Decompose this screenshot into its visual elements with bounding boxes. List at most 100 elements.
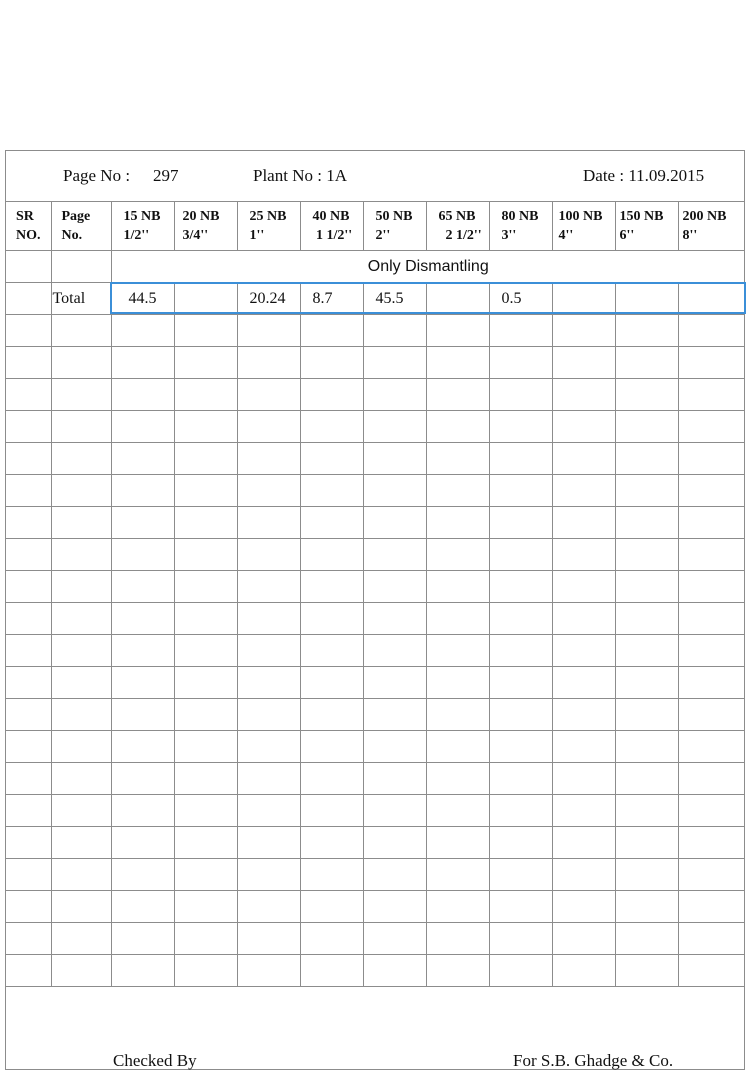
total-value-cell[interactable] bbox=[173, 282, 238, 315]
table-cell[interactable] bbox=[551, 762, 616, 795]
table-cell[interactable] bbox=[614, 602, 679, 635]
table-cell[interactable] bbox=[677, 762, 745, 795]
table-cell[interactable] bbox=[614, 666, 679, 699]
table-cell[interactable] bbox=[299, 762, 364, 795]
table-cell[interactable] bbox=[551, 858, 616, 891]
table-cell[interactable] bbox=[551, 410, 616, 443]
table-cell[interactable] bbox=[236, 378, 301, 411]
table-cell[interactable] bbox=[488, 922, 553, 955]
table-cell[interactable] bbox=[614, 858, 679, 891]
table-cell[interactable] bbox=[6, 762, 52, 795]
table-cell[interactable] bbox=[425, 314, 490, 347]
table-cell[interactable] bbox=[173, 858, 238, 891]
table-cell[interactable] bbox=[488, 826, 553, 859]
table-cell[interactable] bbox=[236, 538, 301, 571]
table-cell[interactable] bbox=[173, 890, 238, 923]
table-cell[interactable] bbox=[173, 570, 238, 603]
table-cell[interactable] bbox=[110, 314, 175, 347]
table-cell[interactable] bbox=[677, 826, 745, 859]
table-cell[interactable] bbox=[173, 346, 238, 379]
table-cell[interactable] bbox=[362, 826, 427, 859]
table-cell[interactable] bbox=[425, 890, 490, 923]
table-cell[interactable] bbox=[551, 698, 616, 731]
table-cell[interactable] bbox=[614, 314, 679, 347]
table-cell[interactable] bbox=[236, 698, 301, 731]
table-cell[interactable] bbox=[50, 858, 112, 891]
table-cell[interactable] bbox=[677, 602, 745, 635]
table-cell[interactable] bbox=[173, 954, 238, 987]
table-cell[interactable] bbox=[173, 698, 238, 731]
table-cell[interactable] bbox=[614, 410, 679, 443]
table-cell[interactable] bbox=[677, 858, 745, 891]
table-cell[interactable] bbox=[110, 346, 175, 379]
table-cell[interactable] bbox=[425, 346, 490, 379]
table-cell[interactable] bbox=[173, 378, 238, 411]
table-cell[interactable] bbox=[677, 378, 745, 411]
table-cell[interactable] bbox=[488, 474, 553, 507]
table-cell[interactable] bbox=[614, 762, 679, 795]
table-cell[interactable] bbox=[6, 954, 52, 987]
table-cell[interactable] bbox=[425, 666, 490, 699]
table-cell[interactable] bbox=[488, 378, 553, 411]
table-cell[interactable] bbox=[6, 442, 52, 475]
table-cell[interactable] bbox=[236, 954, 301, 987]
table-cell[interactable] bbox=[50, 474, 112, 507]
total-value-cell[interactable]: 20.24 bbox=[236, 282, 301, 315]
table-cell[interactable] bbox=[299, 634, 364, 667]
table-cell[interactable] bbox=[6, 826, 52, 859]
table-cell[interactable] bbox=[299, 826, 364, 859]
table-cell[interactable] bbox=[362, 538, 427, 571]
table-cell[interactable] bbox=[362, 954, 427, 987]
table-cell[interactable] bbox=[551, 474, 616, 507]
table-cell[interactable] bbox=[50, 698, 112, 731]
total-value-cell[interactable] bbox=[614, 282, 679, 315]
table-cell[interactable] bbox=[488, 314, 553, 347]
table-cell[interactable] bbox=[173, 442, 238, 475]
table-cell[interactable] bbox=[677, 730, 745, 763]
total-value-cell[interactable]: 8.7 bbox=[299, 282, 364, 315]
table-cell[interactable] bbox=[551, 538, 616, 571]
table-cell[interactable] bbox=[236, 890, 301, 923]
table-cell[interactable] bbox=[551, 730, 616, 763]
table-cell[interactable] bbox=[425, 410, 490, 443]
table-cell[interactable] bbox=[425, 954, 490, 987]
total-value-cell[interactable]: 44.5 bbox=[110, 282, 175, 315]
table-cell[interactable] bbox=[299, 474, 364, 507]
table-cell[interactable] bbox=[362, 474, 427, 507]
table-cell[interactable] bbox=[425, 506, 490, 539]
table-cell[interactable] bbox=[425, 858, 490, 891]
table-cell[interactable] bbox=[488, 762, 553, 795]
table-cell[interactable] bbox=[173, 922, 238, 955]
table-cell[interactable] bbox=[110, 826, 175, 859]
table-cell[interactable] bbox=[110, 890, 175, 923]
table-cell[interactable] bbox=[488, 666, 553, 699]
table-cell[interactable] bbox=[236, 666, 301, 699]
table-cell[interactable] bbox=[488, 858, 553, 891]
table-cell[interactable] bbox=[488, 890, 553, 923]
table-cell[interactable] bbox=[6, 890, 52, 923]
table-cell[interactable] bbox=[299, 602, 364, 635]
table-cell[interactable] bbox=[299, 410, 364, 443]
table-cell[interactable] bbox=[614, 634, 679, 667]
table-cell[interactable] bbox=[614, 794, 679, 827]
total-value-cell[interactable]: 0.5 bbox=[488, 282, 553, 315]
table-cell[interactable] bbox=[50, 730, 112, 763]
table-cell[interactable] bbox=[173, 826, 238, 859]
table-cell[interactable] bbox=[677, 570, 745, 603]
table-cell[interactable] bbox=[50, 826, 112, 859]
table-cell[interactable] bbox=[551, 570, 616, 603]
table-cell[interactable] bbox=[6, 602, 52, 635]
table-cell[interactable] bbox=[299, 954, 364, 987]
table-cell[interactable] bbox=[488, 634, 553, 667]
table-cell[interactable] bbox=[173, 314, 238, 347]
table-cell[interactable] bbox=[488, 730, 553, 763]
table-cell[interactable] bbox=[488, 794, 553, 827]
table-cell[interactable] bbox=[110, 570, 175, 603]
table-cell[interactable] bbox=[236, 314, 301, 347]
table-cell[interactable] bbox=[551, 922, 616, 955]
table-cell[interactable] bbox=[110, 762, 175, 795]
table-cell[interactable] bbox=[299, 506, 364, 539]
table-cell[interactable] bbox=[488, 410, 553, 443]
table-cell[interactable] bbox=[614, 378, 679, 411]
table-cell[interactable] bbox=[50, 602, 112, 635]
